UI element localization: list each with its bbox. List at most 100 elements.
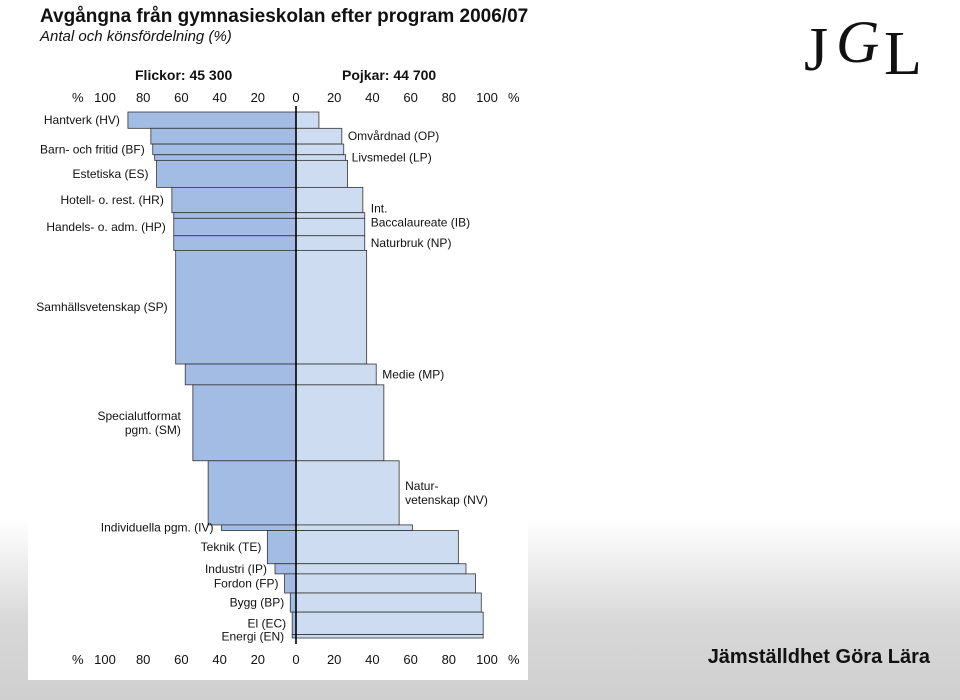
tick-right-100: 100 [476,652,498,667]
label-nv-line1: Natur- [405,479,438,493]
tick-right-80: 80 [442,652,456,667]
axis-unit-right: % [508,90,520,105]
label-np: Naturbruk (NP) [371,236,452,250]
label-lp: Livsmedel (LP) [352,151,432,165]
tick-right-40: 40 [365,90,379,105]
bar-boys-op [295,127,343,145]
label-iv: Individuella pgm. (IV) [101,521,214,535]
bar-girls-fp [284,573,297,594]
label-te: Teknik (TE) [201,540,262,554]
bar-boys-fp [295,573,476,594]
bar-boys-np [295,235,366,251]
tick-left-0: 0 [292,652,299,667]
bar-boys-nv [295,460,400,526]
label-bf: Barn- och fritid (BF) [40,142,145,156]
tick-left-20: 20 [251,652,265,667]
tick-left-60: 60 [174,652,188,667]
footer-slogan: Jämställdhet Göra Lära [707,646,930,668]
bar-girls-np [173,235,297,251]
logo-letter-g: G [836,9,879,75]
bar-girls-sp [175,249,297,365]
label-sp: Samhällsvetenskap (SP) [36,300,167,314]
bar-boys-bp [295,592,482,613]
tick-right-60: 60 [403,652,417,667]
bar-girls-bf [152,143,297,156]
axis-unit-right: % [508,652,520,667]
tick-left-100: 100 [94,652,116,667]
bottom-axis-ticks: % 100 80 60 40 20 0 20 40 60 80 100% [72,652,520,667]
chart-subtitle: Antal och könsfördelning (%) [39,28,232,45]
tick-right-20: 20 [327,652,341,667]
bar-boys-hp [295,217,366,237]
bar-girls-hv [127,111,297,129]
tick-left-40: 40 [212,90,226,105]
tick-right-60: 60 [403,90,417,105]
label-hp: Handels- o. adm. (HP) [46,220,165,234]
bar-boys-hr [295,186,364,214]
label-ip: Industri (IP) [205,562,267,576]
chart-title: Avgångna från gymnasieskolan efter progr… [40,6,528,27]
tick-right-80: 80 [442,90,456,105]
boys-header: Pojkar: 44 700 [342,67,436,83]
tick-right-20: 20 [327,90,341,105]
bar-girls-nv [207,460,297,526]
bar-boys-ip [295,563,467,575]
bar-boys-ib [295,212,366,219]
bar-girls-bp [289,592,297,613]
mosaic-chart: Avgångna från gymnasieskolan efter progr… [36,6,528,667]
logo-letter-l: L [884,20,922,88]
bar-girls-hp [173,217,297,237]
label-hv: Hantverk (HV) [44,113,120,127]
girls-header: Flickor: 45 300 [135,67,232,83]
bar-boys-lp [295,154,347,161]
tick-left-40: 40 [212,652,226,667]
label-en: Energi (EN) [221,629,284,643]
label-ec: El (EC) [248,616,287,630]
tick-left-100: 100 [94,90,116,105]
bar-boys-es [295,159,348,188]
labels-group: Hantverk (HV) Omvårdnad (OP) Barn- och fri… [36,113,488,643]
bar-girls-op [150,127,297,145]
label-sm-line2: pgm. (SM) [125,423,181,437]
bar-girls-hr [171,186,297,214]
bar-boys-sp [295,249,368,365]
bar-boys-sm [295,384,385,462]
label-es: Estetiska (ES) [73,167,149,181]
bar-girls-es [156,159,297,188]
bar-girls-iv [221,524,297,531]
label-sm-line1: Specialutformat [97,409,181,423]
axis-unit-left: % [72,652,84,667]
bar-girls-te [266,530,297,565]
tick-left-80: 80 [136,90,150,105]
label-ib-line1: Int. [371,202,388,216]
label-fp: Fordon (FP) [214,576,279,590]
tick-left-60: 60 [174,90,188,105]
jgl-logo: J G L [804,9,922,88]
bar-boys-iv [295,524,413,531]
bar-girls-mp [184,363,297,386]
label-nv-line2: vetenskap (NV) [405,493,488,507]
label-ib-line2: Baccalaureate (IB) [371,216,470,230]
bars-group [127,111,484,639]
top-axis-ticks: % 100 80 60 40 20 0 20 40 60 80 100% [72,90,520,105]
bar-girls-ip [274,563,297,575]
bar-boys-en [295,634,484,639]
label-bp: Bygg (BP) [230,596,285,610]
label-nv: Natur-vetenskap (NV) [405,479,488,507]
logo-letter-j: J [804,16,828,84]
label-hr: Hotell- o. rest. (HR) [60,193,163,207]
chart-panel: Avgångna från gymnasieskolan efter progr… [28,0,528,680]
label-mp: Medie (MP) [382,367,444,381]
tick-right-40: 40 [365,652,379,667]
bar-boys-bf [295,143,345,156]
tick-right-100: 100 [476,90,498,105]
bar-boys-mp [295,363,377,386]
tick-left-0: 0 [292,90,299,105]
bar-boys-hv [295,111,320,129]
tick-left-80: 80 [136,652,150,667]
label-sm: Specialutformat pgm. (SM) [97,409,181,437]
bar-boys-te [295,530,459,565]
tick-left-20: 20 [251,90,265,105]
bar-girls-ib [173,212,297,219]
label-ib: Int. Baccalaureate (IB) [371,202,470,230]
